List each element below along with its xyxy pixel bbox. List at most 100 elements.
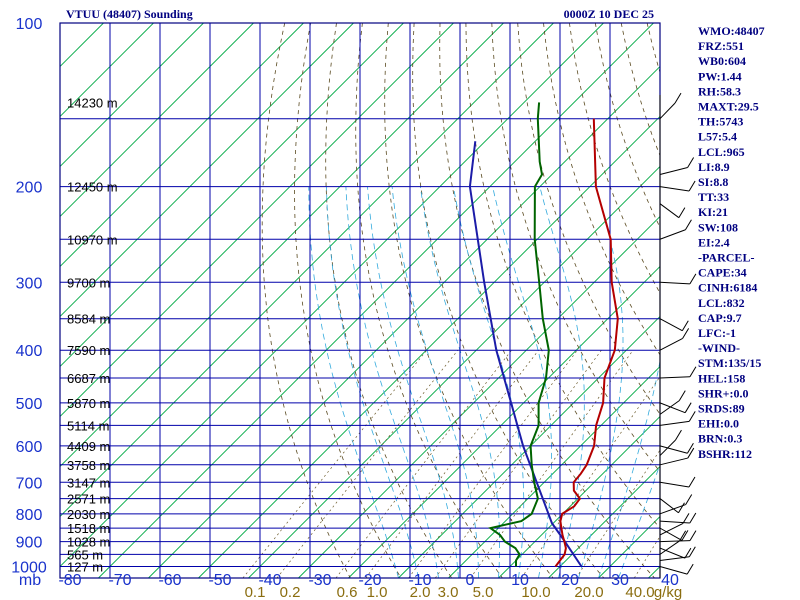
dry-adiabat-line <box>384 23 554 578</box>
isotherm-line <box>148 65 660 578</box>
wind-barb-flag <box>674 92 682 104</box>
height-label: 1518 m <box>67 521 110 536</box>
mixing-ratio-label: 20.0 <box>574 584 603 600</box>
temperature-tick-label: 20 <box>561 572 579 589</box>
wind-barb <box>659 556 690 562</box>
height-label: 3758 m <box>67 458 110 473</box>
sounding-index: FRZ:551 <box>698 39 744 53</box>
wind-barb-flag <box>678 390 686 401</box>
mixing-ratio-label: 1.0 <box>367 584 388 600</box>
temperature-tick-label: -60 <box>158 572 181 589</box>
sounding-index: WMO:48407 <box>698 24 765 38</box>
diagram-grid <box>60 23 660 578</box>
mixing-ratio-label: 3.0 <box>438 584 459 600</box>
mixing-ratio-label: 2.0 <box>410 584 431 600</box>
isotherm-line <box>60 23 554 518</box>
sounding-index: SW:108 <box>698 220 738 234</box>
wind-barb <box>659 439 676 456</box>
mixing-ratio-line <box>521 376 660 578</box>
dry-adiabat-line <box>465 23 660 529</box>
wind-barb <box>659 229 686 240</box>
isotherm-line <box>60 23 304 268</box>
wind-barb <box>659 457 688 466</box>
sounding-index: PW:1.44 <box>698 69 742 83</box>
wind-barb <box>659 402 686 414</box>
height-label: 127 m <box>67 559 103 574</box>
pressure-tick-label: 200 <box>16 180 43 197</box>
isotherm-line <box>98 23 654 578</box>
wind-barb-flag <box>687 157 695 168</box>
isotherm-line <box>60 23 454 418</box>
wind-barb-flag <box>678 207 686 218</box>
wind-barb <box>659 281 690 285</box>
temperature-tick-label: 30 <box>611 572 629 589</box>
wind-barb <box>659 337 683 351</box>
sounding-profiles <box>468 102 619 568</box>
sounding-index: TH:5743 <box>698 115 743 129</box>
sounding-index: LI:8.9 <box>698 160 730 174</box>
moist-adiabat-line <box>367 186 459 578</box>
wind-barb-flag <box>681 530 689 541</box>
sounding-index: LCL:965 <box>698 145 745 159</box>
wind-barb-flag <box>689 273 697 285</box>
sounding-index: BSHR:112 <box>698 447 752 461</box>
wind-barb <box>659 504 686 515</box>
wind-barb <box>659 522 684 536</box>
dewpoint-line <box>488 102 550 567</box>
dry-adiabat-line <box>491 23 660 473</box>
temperature-tick-label: -50 <box>208 572 231 589</box>
moist-adiabat-line <box>453 186 525 578</box>
pressure-tick-label: 900 <box>16 535 43 552</box>
mixing-ratio-line <box>408 349 578 578</box>
dry-adiabat-line <box>412 23 605 578</box>
wind-barb-flag <box>684 547 692 559</box>
dry-adiabat-line <box>294 23 402 578</box>
sounding-index: TT:33 <box>698 190 729 204</box>
isotherm-line <box>448 365 660 578</box>
wind-barb-flag <box>688 546 696 558</box>
pressure-tick-label: 100 <box>16 16 43 33</box>
sounding-index: HEL:158 <box>698 371 745 385</box>
mixing-ratio-line <box>335 349 512 578</box>
moist-adiabat-line <box>419 186 500 578</box>
sounding-index: SI:8.8 <box>698 175 728 189</box>
wind-barb-flag <box>679 530 687 542</box>
temperature-tick-label: -10 <box>408 572 431 589</box>
sounding-index: BRN:0.3 <box>698 432 742 446</box>
height-label: 5870 m <box>67 396 110 411</box>
chart-title: VTUU (48407) Sounding <box>66 7 193 21</box>
mixing-ratio-label: g/kg <box>654 584 682 600</box>
mixing-ratio-line <box>276 349 459 578</box>
wind-barb-flag <box>682 513 690 524</box>
wind-barb <box>659 203 680 219</box>
isotherm-line <box>60 23 354 318</box>
sounding-index: CAPE:34 <box>698 266 747 280</box>
temperature-tick-label: -40 <box>258 572 281 589</box>
height-label: 7590 m <box>67 343 110 358</box>
wind-barb-flag <box>685 219 692 230</box>
wind-barb <box>659 166 688 175</box>
moist-adiabat-line <box>391 186 479 578</box>
pressure-tick-label: 1000 <box>11 559 47 576</box>
wind-barb <box>659 547 686 559</box>
height-label: 10970 m <box>67 232 118 247</box>
mixing-ratio-label: 0.2 <box>280 584 301 600</box>
sounding-index: STM:135/15 <box>698 356 761 370</box>
sounding-index: CAP:9.7 <box>698 311 742 325</box>
isotherm-line <box>60 23 404 368</box>
wind-barb-flag <box>689 366 697 378</box>
isotherm-line <box>60 23 154 118</box>
moist-adiabat-line <box>578 186 624 578</box>
wind-barb <box>659 540 690 543</box>
isotherm-line <box>548 465 660 578</box>
temperature-tick-label: 0 <box>466 572 475 589</box>
isotherm-line <box>60 23 254 218</box>
wind-barb-flag <box>678 502 685 514</box>
wind-barbs <box>659 92 697 575</box>
sounding-index: KI:21 <box>698 205 728 219</box>
isotherm-line <box>198 115 660 578</box>
sounding-index: CINH:6184 <box>698 281 757 295</box>
pressure-axis-label: mb <box>19 572 41 589</box>
wind-barb <box>659 376 690 379</box>
height-label: 8584 m <box>67 312 110 327</box>
